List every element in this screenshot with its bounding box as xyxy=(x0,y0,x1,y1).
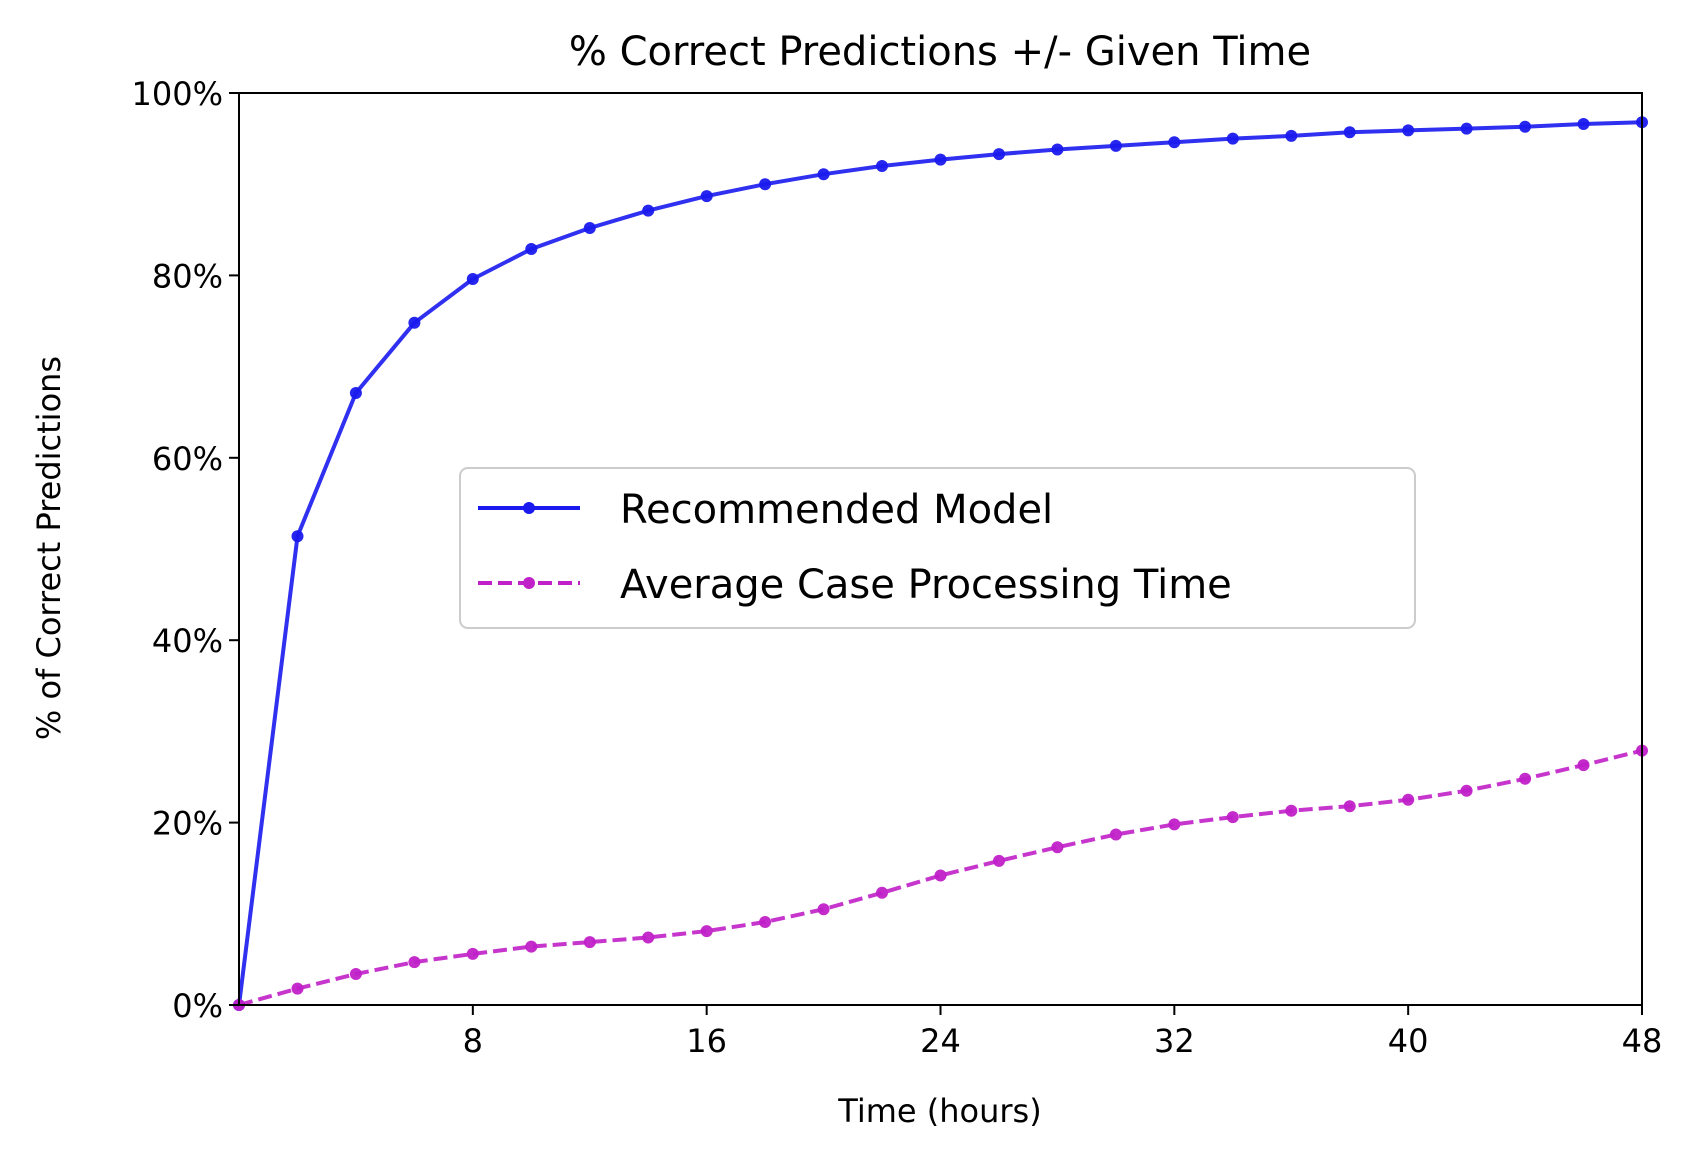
data-point-average-case-processing-time xyxy=(1109,828,1122,841)
data-point-average-case-processing-time xyxy=(466,947,479,960)
data-point-recommended-model xyxy=(1402,124,1415,137)
data-point-average-case-processing-time xyxy=(817,903,830,916)
data-point-average-case-processing-time xyxy=(1285,804,1298,817)
plot-area xyxy=(233,116,1648,1011)
data-point-recommended-model xyxy=(1285,129,1298,142)
data-point-recommended-model xyxy=(1109,139,1122,152)
y-tick-label: 0% xyxy=(172,987,223,1025)
x-axis-ticks: 8 16 24 32 40 48 xyxy=(463,1005,1663,1060)
data-point-recommended-model xyxy=(1226,132,1239,145)
data-point-average-case-processing-time xyxy=(1343,800,1356,813)
legend-box xyxy=(459,467,1416,629)
data-point-average-case-processing-time xyxy=(934,869,947,882)
chart-title: % Correct Predictions +/- Given Time xyxy=(569,29,1311,75)
data-point-average-case-processing-time xyxy=(700,925,713,938)
data-point-average-case-processing-time xyxy=(1519,772,1532,785)
data-point-average-case-processing-time xyxy=(525,940,538,953)
data-point-average-case-processing-time xyxy=(408,956,421,969)
data-point-average-case-processing-time xyxy=(876,886,888,899)
data-point-recommended-model xyxy=(759,178,772,191)
x-axis-label: Time (hours) xyxy=(837,1092,1041,1130)
data-point-average-case-processing-time xyxy=(1402,793,1415,806)
data-point-average-case-processing-time xyxy=(349,968,362,980)
x-tick-label: 48 xyxy=(1622,1022,1663,1060)
data-point-recommended-model xyxy=(525,243,538,255)
data-point-average-case-processing-time xyxy=(1226,811,1239,824)
y-tick-label: 40% xyxy=(152,622,223,660)
legend-label-average-case-processing-time: Average Case Processing Time xyxy=(620,562,1232,608)
data-point-average-case-processing-time xyxy=(993,854,1005,867)
data-point-recommended-model xyxy=(1460,122,1473,135)
legend-label-recommended-model: Recommended Model xyxy=(620,487,1053,533)
y-axis-ticks: 0% 20% 40% 60% 80% 100% xyxy=(132,75,239,1025)
data-point-recommended-model xyxy=(1343,126,1356,139)
data-point-average-case-processing-time xyxy=(1460,784,1473,797)
data-point-average-case-processing-time xyxy=(291,982,304,995)
x-tick-label: 16 xyxy=(686,1022,727,1060)
data-point-average-case-processing-time xyxy=(583,936,596,949)
data-point-recommended-model xyxy=(291,530,304,543)
data-point-average-case-processing-time xyxy=(642,931,655,944)
data-point-recommended-model xyxy=(876,160,888,172)
y-axis-label: % of Correct Predictions xyxy=(30,356,68,740)
data-point-average-case-processing-time xyxy=(1168,818,1181,831)
data-point-recommended-model xyxy=(642,204,655,217)
x-tick-label: 24 xyxy=(920,1022,961,1060)
data-point-recommended-model xyxy=(700,190,713,203)
legend-marker-recommended-model xyxy=(523,502,535,514)
data-point-recommended-model xyxy=(408,316,421,329)
data-point-recommended-model xyxy=(1051,143,1064,156)
data-point-recommended-model xyxy=(349,387,362,399)
data-point-recommended-model xyxy=(1519,120,1532,133)
data-point-average-case-processing-time xyxy=(1577,759,1590,772)
x-tick-label: 32 xyxy=(1154,1022,1195,1060)
data-point-average-case-processing-time xyxy=(1051,841,1064,854)
legend: Recommended Model Average Case Processin… xyxy=(459,467,1416,629)
data-point-recommended-model xyxy=(934,153,947,166)
data-point-recommended-model xyxy=(1577,118,1590,130)
y-tick-label: 80% xyxy=(152,257,223,295)
data-point-average-case-processing-time xyxy=(759,916,772,928)
y-tick-label: 100% xyxy=(132,75,223,113)
data-point-recommended-model xyxy=(1168,136,1181,149)
data-point-recommended-model xyxy=(993,148,1005,161)
data-point-recommended-model xyxy=(583,222,596,234)
x-tick-label: 8 xyxy=(463,1022,483,1060)
legend-marker-average-case-processing-time xyxy=(523,577,535,589)
x-tick-label: 40 xyxy=(1388,1022,1429,1060)
y-tick-label: 60% xyxy=(152,440,223,478)
data-point-recommended-model xyxy=(817,168,830,181)
y-tick-label: 20% xyxy=(152,805,223,843)
data-point-recommended-model xyxy=(466,273,479,285)
